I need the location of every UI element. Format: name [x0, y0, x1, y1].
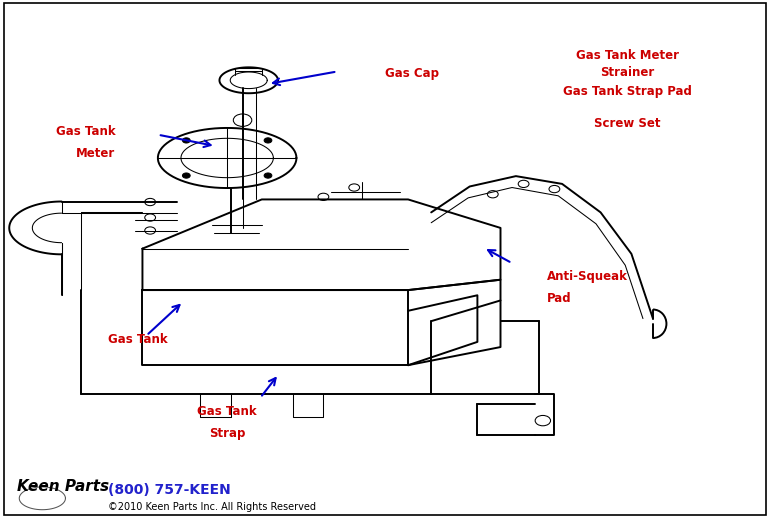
Text: Anti-Squeak: Anti-Squeak [547, 270, 628, 283]
Circle shape [264, 173, 272, 178]
Text: Gas Tank: Gas Tank [108, 333, 167, 346]
Circle shape [264, 138, 272, 143]
Text: Pad: Pad [547, 292, 571, 305]
Text: Keen Parts: Keen Parts [17, 479, 109, 494]
Circle shape [182, 138, 190, 143]
Text: Screw Set: Screw Set [594, 117, 661, 130]
Text: Gas Cap: Gas Cap [385, 67, 439, 80]
Text: (800) 757-KEEN: (800) 757-KEEN [108, 483, 230, 497]
Text: Strap: Strap [209, 427, 246, 440]
Text: Gas Tank: Gas Tank [197, 405, 257, 418]
Text: ©2010 Keen Parts Inc. All Rights Reserved: ©2010 Keen Parts Inc. All Rights Reserve… [108, 502, 316, 512]
Text: Gas Tank Strap Pad: Gas Tank Strap Pad [563, 85, 692, 98]
Text: Strainer: Strainer [601, 66, 654, 79]
Text: Gas Tank: Gas Tank [56, 125, 116, 138]
Text: Gas Tank Meter: Gas Tank Meter [576, 49, 679, 62]
Text: Meter: Meter [76, 147, 116, 160]
Circle shape [182, 173, 190, 178]
